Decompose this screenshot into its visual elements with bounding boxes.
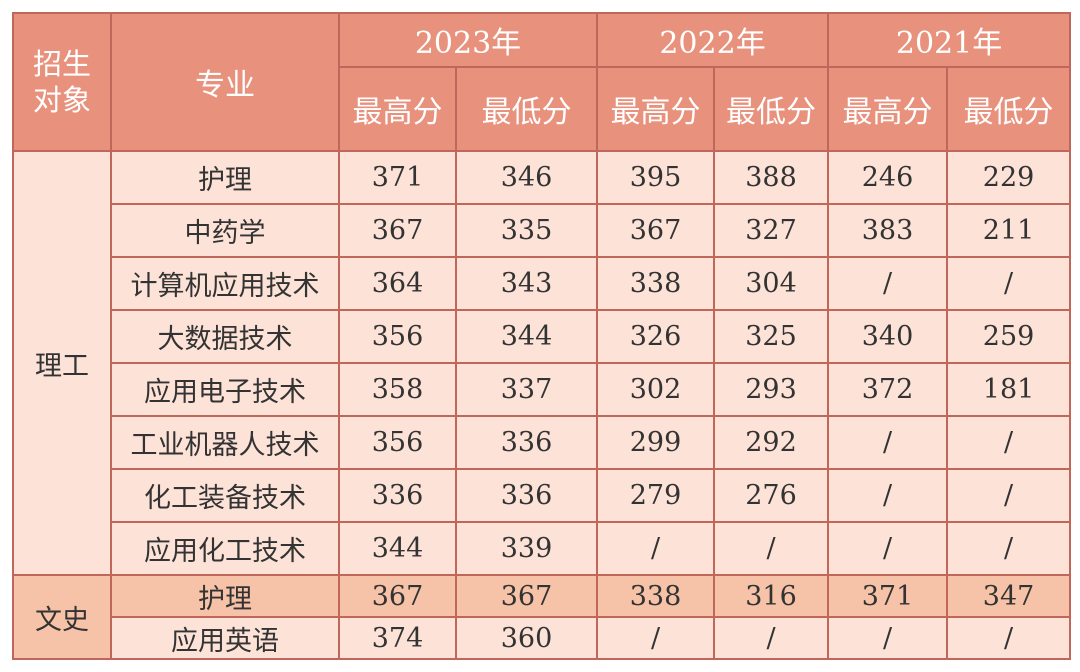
score-cell: 338 — [596, 574, 716, 618]
header-max-score: 最高分 — [596, 66, 716, 152]
score-cell: / — [946, 415, 1072, 470]
table-row: 大数据技术 356 344 326 325 340 259 — [13, 309, 1072, 364]
score-cell: 343 — [454, 256, 599, 311]
score-cell: 325 — [713, 309, 830, 364]
header-enrollment-target-line1: 招生 — [32, 47, 91, 81]
score-cell: / — [596, 616, 716, 660]
score-cell: 327 — [713, 203, 830, 258]
table-row: 化工装备技术 336 336 279 276 / / — [13, 468, 1072, 523]
score-cell: 276 — [713, 468, 830, 523]
score-cell: 372 — [827, 362, 949, 417]
header-max-score: 最高分 — [338, 66, 457, 152]
score-cell: 299 — [596, 415, 716, 470]
score-cell: 335 — [454, 203, 599, 258]
score-cell: 356 — [338, 309, 457, 364]
group-label-ligong: 理工 — [12, 150, 112, 576]
score-cell: 336 — [338, 468, 457, 523]
score-cell: / — [827, 521, 949, 576]
table-row: 应用英语 374 360 / / / / — [13, 616, 1072, 660]
score-cell: 326 — [596, 309, 716, 364]
table-row: 中药学 367 335 367 327 383 211 — [13, 203, 1072, 258]
score-cell: 371 — [827, 574, 949, 618]
score-cell: / — [946, 616, 1072, 660]
score-cell: 358 — [338, 362, 457, 417]
score-cell: 229 — [946, 150, 1072, 205]
score-cell: 293 — [713, 362, 830, 417]
major-cell: 应用化工技术 — [110, 521, 340, 576]
score-cell: 336 — [454, 468, 599, 523]
score-cell: 367 — [596, 203, 716, 258]
score-cell: / — [827, 256, 949, 311]
score-cell: / — [827, 616, 949, 660]
score-cell: 302 — [596, 362, 716, 417]
score-cell: 367 — [454, 574, 599, 618]
admission-score-table: 招生 对象 专业 2023年 2022年 2021年 最高分 最低分 最高分 最… — [12, 12, 1072, 660]
score-cell: 338 — [596, 256, 716, 311]
score-cell: 367 — [338, 574, 457, 618]
score-cell: 181 — [946, 362, 1072, 417]
header-max-score: 最高分 — [827, 66, 949, 152]
score-cell: 383 — [827, 203, 949, 258]
header-year-2022: 2022年 — [596, 12, 830, 68]
score-cell: 347 — [946, 574, 1072, 618]
major-cell: 应用英语 — [110, 616, 340, 660]
score-cell: / — [946, 521, 1072, 576]
major-cell: 计算机应用技术 — [110, 256, 340, 311]
table-row: 应用电子技术 358 337 302 293 372 181 — [13, 362, 1072, 417]
header-year-2023: 2023年 — [337, 12, 599, 68]
score-cell: 316 — [713, 574, 830, 618]
score-cell: 371 — [338, 150, 457, 205]
table-row: 计算机应用技术 364 343 338 304 / / — [13, 256, 1072, 311]
header-year-2021: 2021年 — [827, 12, 1072, 68]
score-cell: / — [827, 415, 949, 470]
header-major: 专业 — [110, 12, 340, 152]
score-cell: 374 — [338, 616, 457, 660]
table-row: 应用化工技术 344 339 / / / / — [13, 521, 1072, 576]
table-row: 文史 护理 367 367 338 316 371 347 — [12, 574, 1072, 660]
score-cell: 388 — [713, 150, 830, 205]
score-cell: 364 — [338, 256, 457, 311]
major-cell: 化工装备技术 — [110, 468, 340, 523]
score-cell: 304 — [713, 256, 830, 311]
header-enrollment-target-line2: 对象 — [32, 83, 91, 117]
group-label-wenshi: 文史 — [12, 574, 112, 660]
header-min-score: 最低分 — [946, 66, 1072, 152]
score-cell: / — [713, 521, 830, 576]
score-cell: 344 — [338, 521, 457, 576]
header-enrollment-target: 招生 对象 — [12, 12, 112, 152]
score-cell: 395 — [596, 150, 716, 205]
major-cell: 大数据技术 — [110, 309, 340, 364]
major-cell: 护理 — [110, 150, 340, 205]
score-cell: 259 — [946, 309, 1072, 364]
score-cell: 367 — [338, 203, 457, 258]
major-cell: 中药学 — [110, 203, 340, 258]
score-cell: 346 — [454, 150, 599, 205]
score-cell: 246 — [827, 150, 949, 205]
score-cell: 356 — [338, 415, 457, 470]
score-cell: / — [596, 521, 716, 576]
score-cell: / — [946, 256, 1072, 311]
score-cell: 292 — [713, 415, 830, 470]
table-row: 理工 护理 371 346 395 388 246 229 — [12, 150, 1072, 576]
table-row: 工业机器人技术 356 336 299 292 / / — [13, 415, 1072, 470]
score-cell: / — [827, 468, 949, 523]
score-cell: 336 — [454, 415, 599, 470]
score-cell: 339 — [454, 521, 599, 576]
score-cell: / — [946, 468, 1072, 523]
score-cell: 340 — [827, 309, 949, 364]
major-cell: 工业机器人技术 — [110, 415, 340, 470]
major-cell: 应用电子技术 — [110, 362, 340, 417]
score-cell: 344 — [454, 309, 599, 364]
major-cell: 护理 — [110, 574, 340, 618]
score-cell: 360 — [454, 616, 599, 660]
score-cell: / — [713, 616, 830, 660]
score-cell: 279 — [596, 468, 716, 523]
header-min-score: 最低分 — [454, 66, 599, 152]
header-min-score: 最低分 — [713, 66, 830, 152]
score-cell: 211 — [946, 203, 1072, 258]
score-cell: 337 — [454, 362, 599, 417]
